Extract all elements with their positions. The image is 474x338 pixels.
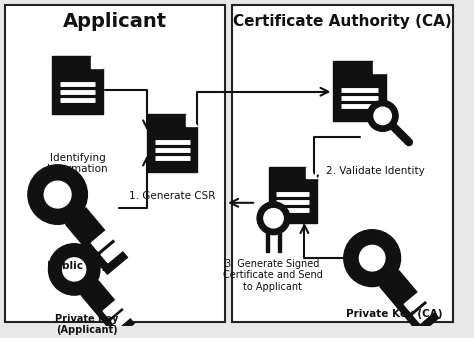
Polygon shape [111, 310, 130, 328]
Text: Identifying
Information: Identifying Information [47, 152, 108, 174]
Text: 2. Validate Identity: 2. Validate Identity [326, 166, 424, 176]
Polygon shape [103, 300, 122, 318]
Circle shape [48, 244, 100, 295]
Polygon shape [266, 233, 269, 252]
Circle shape [367, 100, 398, 131]
Polygon shape [404, 293, 425, 312]
Text: Private Key (CA): Private Key (CA) [346, 309, 443, 319]
Bar [5, 5, 225, 321]
Circle shape [28, 165, 87, 224]
Text: 3. Generate Signed
Certificate and Send
to Applicant: 3. Generate Signed Certificate and Send … [223, 259, 322, 292]
Polygon shape [278, 233, 281, 252]
Circle shape [257, 202, 290, 235]
Text: Certificate Authority (CA): Certificate Authority (CA) [233, 14, 451, 29]
Polygon shape [101, 242, 123, 263]
Polygon shape [91, 56, 102, 68]
Circle shape [374, 107, 392, 125]
Polygon shape [306, 167, 317, 178]
Polygon shape [147, 114, 197, 172]
Text: Private Key
(Applicant): Private Key (Applicant) [55, 314, 119, 335]
Text: 1. Generate CSR: 1. Generate CSR [129, 191, 215, 201]
Polygon shape [413, 304, 434, 323]
Polygon shape [53, 56, 102, 114]
Polygon shape [374, 61, 386, 73]
Text: Public Key: Public Key [47, 261, 108, 271]
Polygon shape [269, 167, 317, 223]
Circle shape [264, 209, 283, 228]
Circle shape [344, 230, 401, 287]
Circle shape [44, 181, 71, 208]
Polygon shape [186, 114, 197, 125]
Circle shape [63, 258, 86, 281]
Polygon shape [333, 61, 386, 121]
Polygon shape [91, 231, 113, 251]
Bar [232, 5, 453, 321]
Circle shape [359, 245, 385, 271]
Text: Applicant: Applicant [63, 12, 167, 31]
